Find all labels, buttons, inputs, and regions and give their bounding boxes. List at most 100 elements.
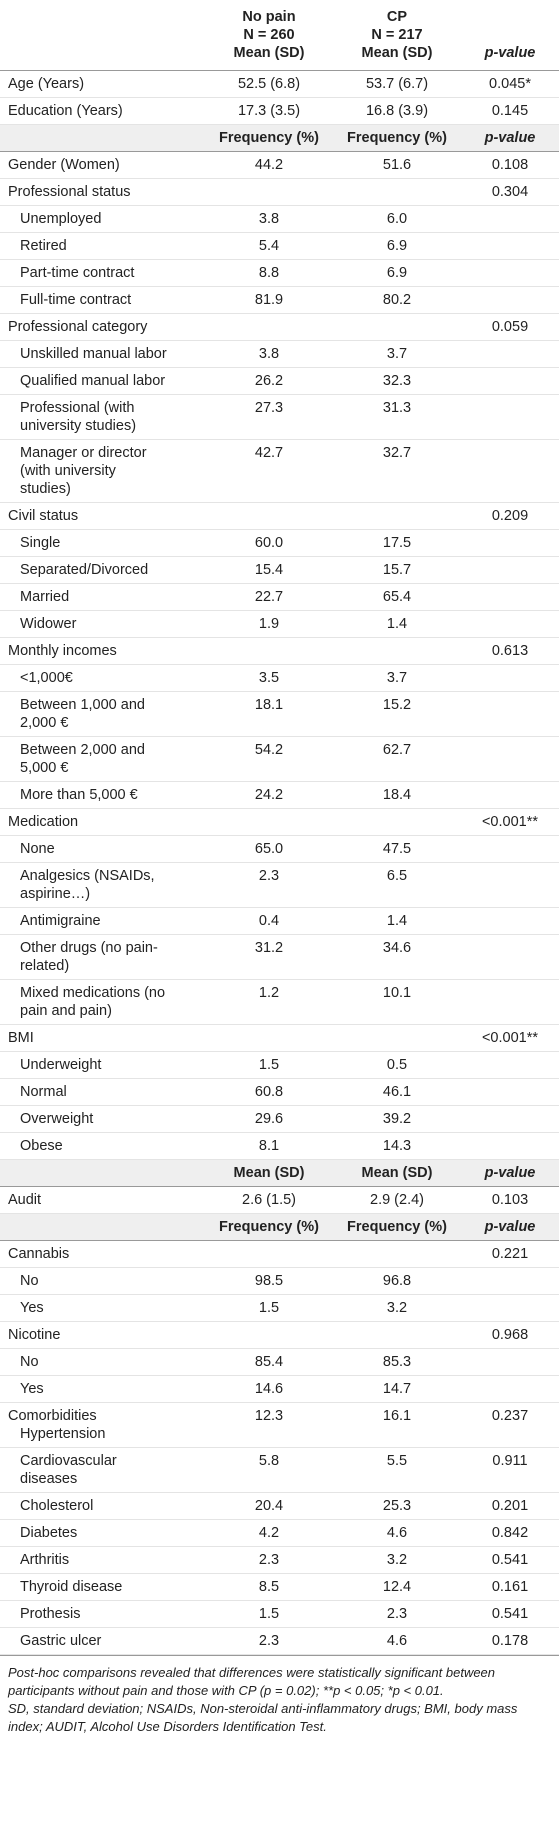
cell-value: 4.2: [258, 1525, 280, 1541]
row-label-cell: <1,000€: [0, 664, 205, 692]
value-cell: 1.4: [333, 610, 461, 638]
value-cell: 24.2: [205, 781, 333, 809]
value-cell: [461, 1078, 559, 1106]
table-notes: Post-hoc comparisons revealed that diffe…: [0, 1655, 559, 1736]
cell-value: 18.4: [382, 787, 412, 803]
data-row: Monthly incomes 0.613: [0, 637, 559, 665]
value-cell: [461, 286, 559, 314]
header-cell: Mean (SD): [205, 1159, 333, 1187]
cell-value: 8.5: [258, 1579, 280, 1595]
value-cell: 0.541: [461, 1600, 559, 1628]
value-cell: [461, 934, 559, 980]
cell-value: 2.3: [258, 1552, 280, 1568]
data-row: Between 1,000 and 2,000 € 18.1 15.2: [0, 691, 559, 737]
cell-value: 14.7: [382, 1381, 412, 1397]
header-row: Frequency (%) Frequency (%) p-value: [0, 124, 559, 152]
value-cell: 18.1: [205, 691, 333, 737]
value-cell: [461, 205, 559, 233]
value-cell: [205, 1024, 333, 1052]
cell-value: 47.5: [382, 841, 412, 857]
value-cell: 6.5: [333, 862, 461, 908]
cell-value: 24.2: [254, 787, 284, 803]
row-label: Comorbidities: [8, 1408, 97, 1424]
row-label-cell: Comorbidities Hypertension: [0, 1402, 205, 1448]
row-label-cell: Retired: [0, 232, 205, 260]
cell-value: 15.2: [382, 697, 412, 713]
row-label: Professional category: [8, 319, 148, 335]
data-row: No 98.5 96.8: [0, 1267, 559, 1295]
header-text: Frequency (%): [347, 130, 447, 146]
row-label: Civil status: [8, 508, 79, 524]
value-cell: 98.5: [205, 1267, 333, 1295]
cell-value: 6.5: [386, 868, 408, 884]
row-label: Professional status: [8, 184, 131, 200]
row-label: Unemployed: [20, 211, 102, 227]
row-label: Other drugs (no pain-related): [20, 940, 158, 974]
value-cell: [461, 862, 559, 908]
row-label-cell: Full-time contract: [0, 286, 205, 314]
value-cell: [461, 556, 559, 584]
row-label-cell: Audit: [0, 1186, 205, 1214]
header-text: Frequency (%): [219, 130, 319, 146]
cell-value: 34.6: [382, 940, 412, 956]
header-cell: [0, 1159, 205, 1187]
row-label-cell: Antimigraine: [0, 907, 205, 935]
data-row: Manager or director (with university stu…: [0, 439, 559, 503]
value-cell: [461, 259, 559, 287]
value-cell: 2.3: [333, 1600, 461, 1628]
cell-value: 5.8: [258, 1453, 280, 1469]
value-cell: 32.3: [333, 367, 461, 395]
row-label-cell: Between 1,000 and 2,000 €: [0, 691, 205, 737]
value-cell: 53.7 (6.7): [333, 70, 461, 98]
value-cell: 39.2: [333, 1105, 461, 1133]
row-label: No: [20, 1273, 39, 1289]
value-cell: 2.3: [205, 1627, 333, 1655]
value-cell: 15.4: [205, 556, 333, 584]
header-cell: Frequency (%): [205, 124, 333, 152]
value-cell: 8.1: [205, 1132, 333, 1160]
header-cell: [0, 1213, 205, 1241]
cell-value: 32.7: [382, 445, 412, 461]
data-row: Professional status 0.304: [0, 178, 559, 206]
data-row: Comorbidities Hypertension 12.3 16.1 0.237: [0, 1402, 559, 1448]
data-row: Full-time contract 81.9 80.2: [0, 286, 559, 314]
row-label: Married: [20, 589, 70, 605]
row-label-cell: Mixed medications (no pain and pain): [0, 979, 205, 1025]
data-row: Age (Years) 52.5 (6.8) 53.7 (6.7) 0.045*: [0, 70, 559, 98]
row-label: Age (Years): [8, 76, 85, 92]
data-row: Retired 5.4 6.9: [0, 232, 559, 260]
header-text: Frequency (%): [219, 1219, 319, 1235]
data-row: Part-time contract 8.8 6.9: [0, 259, 559, 287]
row-label: Cardiovascular diseases: [20, 1453, 117, 1487]
data-row: Cannabis 0.221: [0, 1240, 559, 1268]
row-label: Gender (Women): [8, 157, 120, 173]
value-cell: 62.7: [333, 736, 461, 782]
row-label: Antimigraine: [20, 913, 101, 929]
value-cell: 3.5: [205, 664, 333, 692]
value-cell: [333, 637, 461, 665]
data-row: Mixed medications (no pain and pain) 1.2 1…: [0, 979, 559, 1025]
value-cell: 15.2: [333, 691, 461, 737]
value-cell: 0.613: [461, 637, 559, 665]
value-cell: 2.9 (2.4): [333, 1186, 461, 1214]
row-label-cell: Cannabis: [0, 1240, 205, 1268]
row-label-cell: Unemployed: [0, 205, 205, 233]
value-cell: [461, 1375, 559, 1403]
header-cell: [0, 0, 205, 71]
data-row: Between 2,000 and 5,000 € 54.2 62.7: [0, 736, 559, 782]
cell-value: 15.7: [382, 562, 412, 578]
header-row: Frequency (%) Frequency (%) p-value: [0, 1213, 559, 1241]
cell-value: 5.4: [258, 238, 280, 254]
value-cell: 0.145: [461, 97, 559, 125]
row-label-cell: Yes: [0, 1375, 205, 1403]
value-cell: 0.201: [461, 1492, 559, 1520]
row-label-cell: More than 5,000 €: [0, 781, 205, 809]
value-cell: 0.103: [461, 1186, 559, 1214]
header-text: N = 260: [243, 27, 295, 43]
data-row: Yes 14.6 14.7: [0, 1375, 559, 1403]
row-label-cell: Manager or director (with university stu…: [0, 439, 205, 503]
header-cell: Frequency (%): [205, 1213, 333, 1241]
cell-value: 0.237: [491, 1408, 529, 1424]
header-cell: Mean (SD): [333, 1159, 461, 1187]
value-cell: [205, 313, 333, 341]
